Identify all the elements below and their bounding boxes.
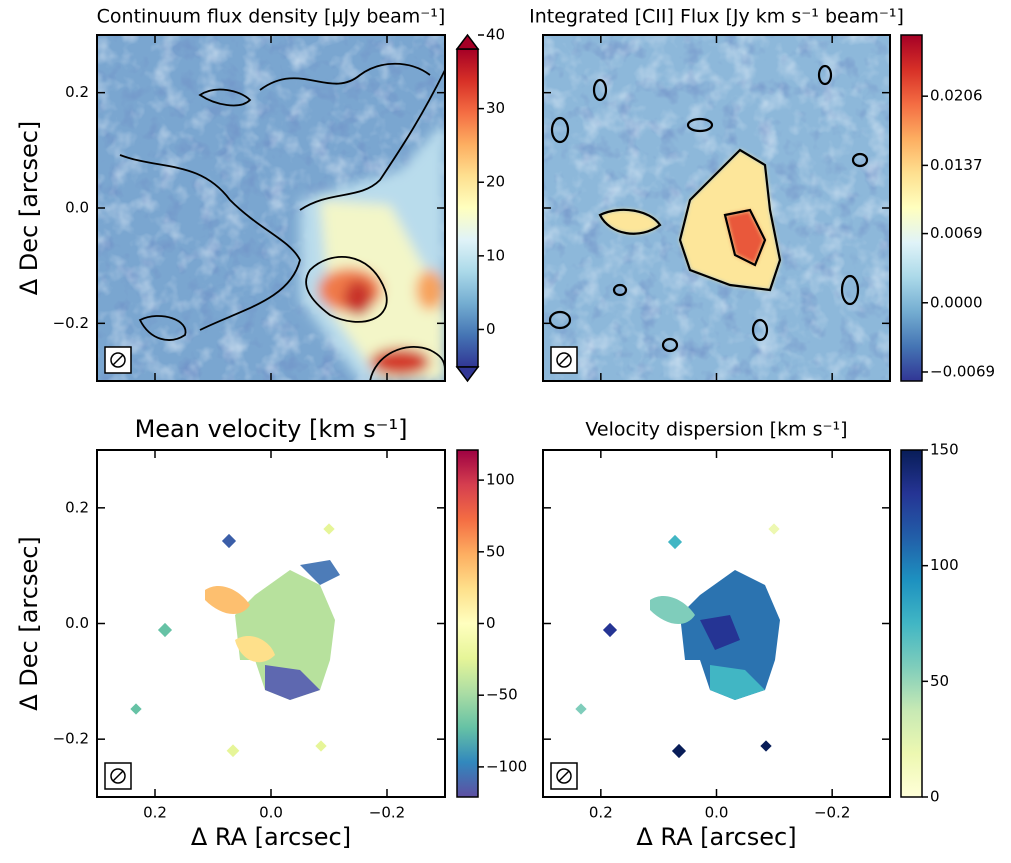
colorbar-tick-label: 50	[930, 672, 949, 690]
beam-axis	[112, 770, 124, 782]
colorbar-tick-label: 30	[486, 99, 505, 117]
y-tick-label: 0.0	[65, 614, 89, 632]
colorbar-tick-label: 150	[930, 441, 959, 459]
panel-title: Continuum flux density [μJy beam⁻¹]	[97, 6, 446, 28]
beam-axis	[112, 354, 124, 366]
colorbar-tick-label: 20	[486, 173, 505, 191]
colorbar-tick-label: −50	[486, 686, 518, 704]
y-tick-label: 0.0	[65, 199, 89, 217]
x-tick-label: −0.2	[369, 804, 405, 822]
x-axis-label: Δ RA [arcsec]	[636, 823, 796, 851]
colorbar-tick-label: 0	[486, 614, 496, 632]
beam-box	[104, 762, 132, 790]
colorbar-tick-label: 0	[930, 788, 940, 806]
colorbar-tick-label: 0	[486, 320, 496, 338]
colorbar-extend	[455, 33, 480, 50]
beam	[110, 352, 126, 368]
x-axis-label: Δ RA [arcsec]	[191, 823, 351, 851]
map-image	[543, 35, 890, 381]
beam	[556, 768, 572, 784]
colorbar-tick-label: 0.0069	[930, 224, 983, 242]
y-tick-label: −0.2	[53, 730, 89, 748]
colorbar-tick-label: 100	[930, 556, 959, 574]
map-image	[575, 523, 780, 759]
colorbar-tick-label: 40	[486, 26, 505, 44]
colorbar-tick-label: 0.0137	[930, 156, 983, 174]
map-image	[97, 35, 445, 381]
beam	[110, 768, 126, 784]
colorbar-extend	[455, 366, 480, 383]
y-tick-label: 0.2	[65, 83, 89, 101]
colorbar-tick-label: 0.0000	[930, 293, 983, 311]
colorbar	[456, 48, 479, 368]
colorbar-tick-label: 10	[486, 246, 505, 264]
y-tick-label: −0.2	[53, 314, 89, 332]
beam	[556, 352, 572, 368]
x-tick-label: 0.2	[143, 804, 167, 822]
x-tick-label: −0.2	[814, 804, 850, 822]
beam-axis	[558, 354, 570, 366]
colorbar-tick-label: −100	[486, 757, 527, 775]
colorbar	[456, 449, 479, 798]
panel-title: Integrated [CII] Flux [Jy km s⁻¹ beam⁻¹]	[529, 6, 904, 28]
colorbar-tick-label: 0.0206	[930, 87, 983, 105]
x-tick-label: 0.0	[259, 804, 283, 822]
colorbar-tick-label: 100	[486, 471, 515, 489]
map-image	[130, 523, 340, 758]
y-axis-label: Δ Dec [arcsec]	[15, 121, 43, 296]
colorbar	[900, 449, 923, 798]
colorbar	[900, 34, 923, 382]
panel-title: Velocity dispersion [km s⁻¹]	[585, 419, 847, 441]
x-tick-label: 0.0	[705, 804, 729, 822]
y-tick-label: 0.2	[65, 498, 89, 516]
panel-title: Mean velocity [km s⁻¹]	[135, 415, 408, 443]
colorbar-tick-label: −0.0069	[930, 362, 995, 380]
beam-axis	[558, 770, 570, 782]
x-tick-label: 0.2	[589, 804, 613, 822]
colorbar-tick-label: 50	[486, 542, 505, 560]
y-axis-label: Δ Dec [arcsec]	[15, 536, 43, 711]
